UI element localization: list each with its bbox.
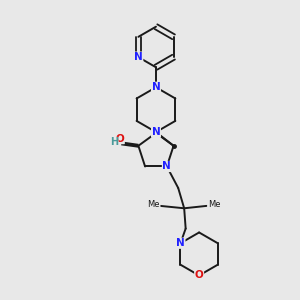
Text: N: N [152,127,160,137]
Text: N: N [163,161,171,172]
Text: N: N [176,238,185,248]
Text: Me: Me [208,200,220,209]
Text: N: N [134,52,143,62]
Text: N: N [152,82,160,92]
Text: Me: Me [148,200,160,209]
Text: O: O [195,271,203,281]
Text: O: O [116,134,124,144]
Text: H: H [110,137,118,148]
